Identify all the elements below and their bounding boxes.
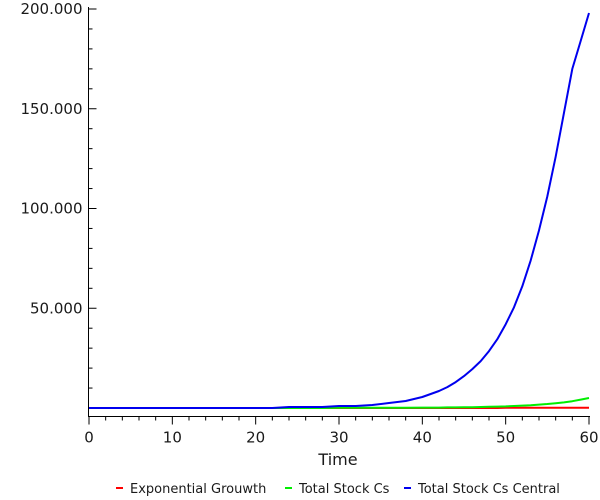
y-tick-label: 50.000 — [30, 299, 83, 317]
x-tick-label: 20 — [246, 429, 265, 447]
x-tick-label: 40 — [413, 429, 432, 447]
series-line-3 — [89, 12, 590, 409]
axes-layer — [88, 7, 590, 417]
x-ticks: 0 10 20 30 40 50 60 — [84, 416, 599, 447]
legend-label: Exponential Grouwth — [130, 482, 266, 497]
y-tick-label: 200.000 — [20, 0, 82, 18]
y-tick-label: 100.000 — [20, 200, 82, 218]
x-tick-label: 50 — [496, 429, 515, 447]
legend-label: Total Stock Cs — [298, 482, 390, 497]
legend-label: Total Stock Cs Central — [417, 482, 560, 497]
x-tick-label: 0 — [84, 429, 94, 447]
legend: Exponential Grouwth Total Stock Cs Total S… — [116, 482, 560, 497]
series-layer — [89, 12, 590, 409]
x-tick-label: 10 — [163, 429, 182, 447]
y-tick-label: 150.000 — [20, 100, 82, 118]
x-axis-title: Time — [317, 450, 357, 469]
x-tick-label: 60 — [579, 429, 598, 447]
y-ticks: 50.000 100.000 150.000 200.000 — [20, 0, 97, 389]
x-tick-label: 30 — [329, 429, 348, 447]
